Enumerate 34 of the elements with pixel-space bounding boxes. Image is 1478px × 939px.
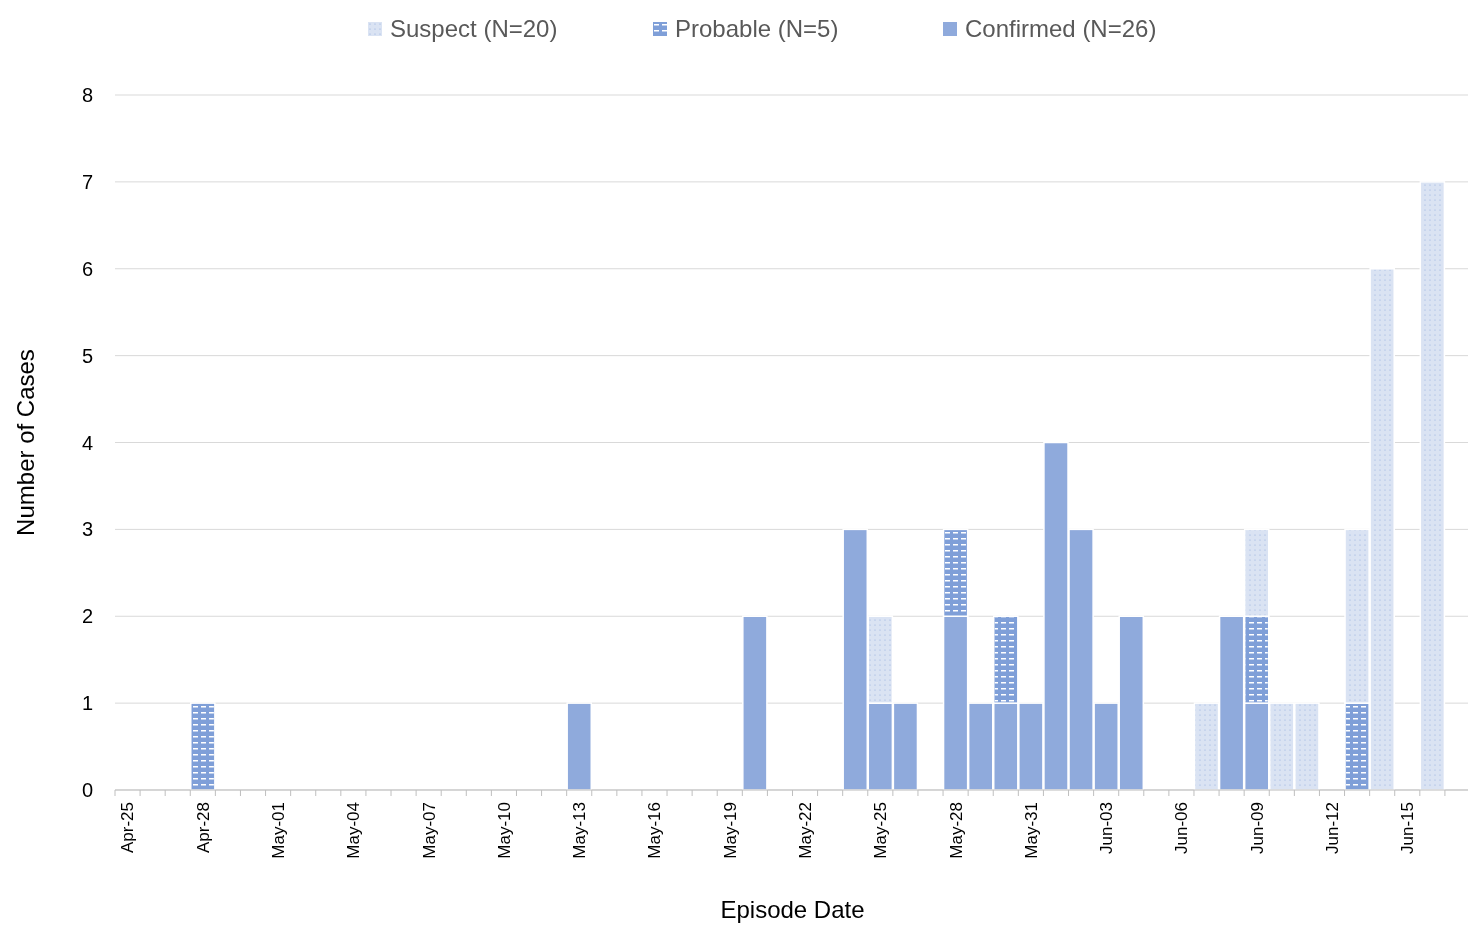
legend-label: Confirmed (N=26): [965, 15, 1157, 43]
x-tick-label: May-07: [419, 802, 439, 859]
x-tick-label: May-16: [645, 802, 665, 859]
x-tick-label: May-22: [796, 802, 815, 859]
y-tick-label: 4: [81, 431, 93, 454]
x-tick-label: May-19: [720, 802, 740, 859]
x-tick-label: Jun-03: [1097, 802, 1117, 854]
bar: [742, 615, 768, 791]
x-tick-label: Jun-09: [1247, 802, 1267, 854]
y-tick-label: 0: [81, 779, 93, 801]
legend-label: Probable (N=5): [675, 15, 839, 43]
y-axis-title: Number of Cases: [12, 349, 39, 536]
x-tick-label: Jun-12: [1322, 802, 1342, 854]
x-tick-label: May-04: [344, 802, 364, 859]
legend-label: Suspect (N=20): [390, 15, 558, 43]
x-tick-label: May-31: [1021, 802, 1041, 859]
x-axis-title: Episode Date: [720, 896, 865, 923]
x-tick-label: Jun-15: [1398, 802, 1418, 854]
bar: [566, 702, 593, 791]
x-tick-label: May-28: [946, 802, 966, 859]
y-tick-label: 2: [81, 605, 93, 628]
x-tick-label: May-10: [494, 802, 514, 859]
x-tick-label: Apr-25: [118, 802, 138, 854]
y-tick-label: 1: [81, 692, 93, 715]
x-tick-label: Jun-06: [1172, 802, 1192, 854]
x-tick-label: Apr-28: [193, 802, 213, 854]
y-tick-label: 3: [81, 518, 93, 541]
y-tick-label: 8: [81, 84, 93, 106]
y-tick-label: 7: [81, 170, 93, 193]
y-tick-label: 6: [81, 257, 93, 280]
x-tick-label: May-13: [570, 802, 590, 859]
y-tick-label: 5: [81, 344, 93, 367]
x-tick-label: May-25: [871, 802, 891, 859]
x-tick-label: May-01: [269, 802, 289, 859]
